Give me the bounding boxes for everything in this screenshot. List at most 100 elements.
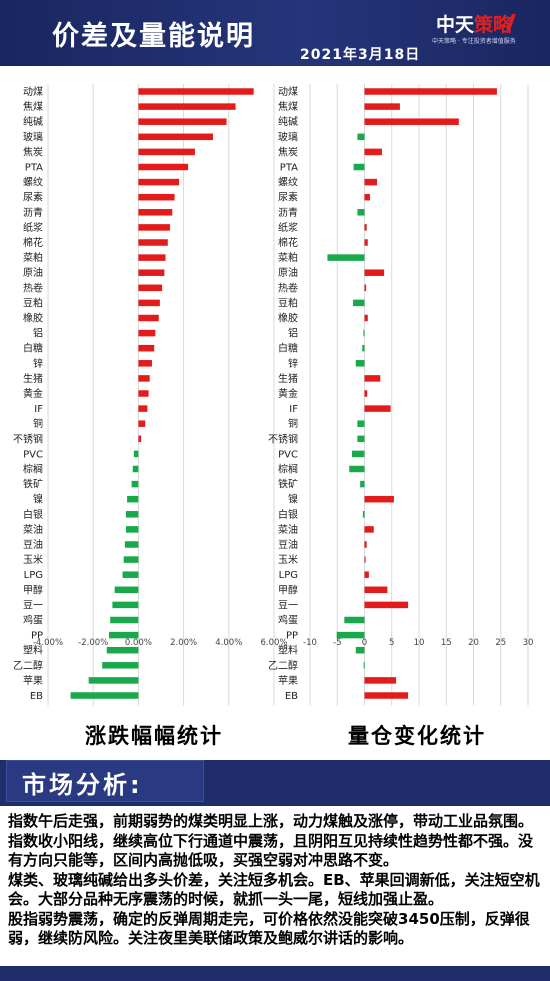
right-x-tick-label: -10 (303, 638, 317, 648)
right-category-label: 镍 (288, 493, 298, 506)
left-bar-LPG (122, 571, 139, 578)
left-bar-chart: -4.00% -2.00% 0.00% 2.00% 4.00% 6.00% 动煤焦煤纯碱玻璃… (13, 84, 288, 706)
right-category-label: 乙二醇 (268, 659, 298, 672)
logo-accent-text: 策略 (474, 14, 513, 36)
left-bar-不锈钢 (138, 435, 142, 443)
right-category-label: 不锈钢 (268, 432, 298, 445)
right-bar-LPG (364, 571, 369, 578)
right-bar-棕榈 (349, 465, 365, 473)
right-category-label: 豆粕 (278, 296, 298, 309)
charts-area: -4.00% -2.00% 0.00% 2.00% 4.00% 6.00% 动煤焦煤纯碱玻璃… (13, 84, 533, 706)
left-bar-PTA (138, 163, 189, 171)
right-category-label: PTA (280, 163, 298, 174)
right-bar-焦煤 (364, 103, 400, 110)
right-bar-PTA (353, 163, 365, 171)
right-bar-甲醇 (364, 586, 388, 594)
right-bar-塑料 (355, 646, 365, 654)
analysis-paragraph-1: 指数午后走强，前期弱势的煤类明显上涨，动力煤触及涨停，带动工业品氛围。指数收小阳… (8, 812, 534, 869)
right-category-label: 白银 (278, 508, 298, 521)
left-category-label: 原油 (23, 266, 43, 279)
left-category-label: PVC (23, 449, 43, 460)
right-bar-PVC (351, 450, 365, 458)
right-bar-橡胶 (364, 314, 368, 322)
right-bar-原油 (364, 269, 385, 276)
right-category-label: LPG (279, 570, 298, 581)
left-category-label: 黄金 (23, 387, 43, 400)
left-bar-沥青 (138, 209, 173, 216)
right-category-label: 豆一 (278, 599, 298, 611)
right-bar-白银 (362, 511, 365, 518)
right-category-label: 焦煤 (278, 100, 298, 113)
left-category-label: 纸浆 (23, 221, 43, 234)
left-bar-纯碱 (138, 118, 227, 125)
analysis-paragraph-2: 煤类、玻璃纯碱给出多头价差，关注短多机会。EB、苹果回调新低，关注短空机会。大部… (8, 870, 540, 909)
left-bar-豆粕 (138, 299, 160, 307)
left-bar-原油 (138, 269, 165, 276)
left-x-tick-label: 0.00% (125, 638, 152, 648)
left-bar-PP (109, 631, 139, 639)
left-bar-甲醇 (114, 586, 139, 594)
left-category-label: 橡胶 (23, 312, 43, 325)
right-bar-白糖 (362, 344, 365, 352)
left-category-label: 尿素 (23, 191, 43, 204)
right-bar-不锈钢 (357, 435, 365, 443)
right-category-label: IF (289, 404, 298, 415)
right-x-tick-label: 10 (414, 638, 425, 648)
right-chart-caption: 量仓变化统计 (348, 724, 486, 748)
right-bar-菜粕 (327, 254, 365, 261)
left-x-tick-label: 6.00% (260, 638, 287, 648)
right-bar-菜油 (364, 526, 374, 533)
right-category-label: 苹果 (278, 674, 298, 687)
right-x-tick-label: 20 (468, 638, 479, 648)
right-x-tick-label: -5 (333, 638, 341, 648)
market-title-box (6, 760, 204, 802)
left-bar-生猪 (138, 375, 150, 382)
right-category-label: 动煤 (278, 85, 298, 98)
header: 价差及量能说明 2021年3月18日 中天策略 中天策略 · 专注投资者增值服务 (0, 0, 550, 66)
logo-subtitle: 中天策略 · 专注投资者增值服务 (432, 38, 516, 45)
left-category-label: 铝 (33, 328, 43, 340)
right-category-label: PP (286, 631, 298, 642)
left-bar-豆油 (124, 541, 139, 548)
right-category-label: 沥青 (278, 206, 298, 219)
right-bar-豆粕 (353, 299, 365, 307)
left-category-label: 铜 (33, 418, 43, 430)
left-category-label: 菜粕 (23, 251, 43, 264)
right-category-label: 铜 (288, 418, 298, 430)
left-category-label: 苹果 (23, 674, 43, 687)
right-category-label: 棕榈 (278, 463, 298, 476)
left-category-label: 镍 (33, 493, 43, 506)
right-category-label: 塑料 (278, 644, 298, 657)
right-category-label: 热卷 (278, 281, 298, 294)
right-category-label: 鸡蛋 (278, 614, 298, 627)
left-category-label: 不锈钢 (13, 432, 43, 445)
right-category-label: EB (285, 691, 298, 702)
right-bar-苹果 (364, 677, 397, 684)
right-category-label: 尿素 (278, 191, 298, 204)
right-category-label: 纯碱 (278, 115, 298, 128)
left-x-tick-label: -4.00% (33, 638, 63, 648)
left-category-label: 白银 (23, 508, 43, 521)
left-x-tick-label: 4.00% (215, 638, 242, 648)
left-bar-棉花 (138, 239, 168, 246)
right-category-label: 铁矿 (278, 478, 298, 491)
left-category-label: 锌 (33, 357, 43, 370)
left-bar-螺纹 (138, 178, 180, 186)
left-category-label: EB (30, 691, 43, 702)
left-bar-焦炭 (138, 148, 195, 156)
right-bar-铝 (363, 329, 365, 337)
left-bar-苹果 (88, 677, 139, 684)
right-bar-棉花 (364, 239, 368, 246)
left-category-label: 鸡蛋 (23, 614, 43, 627)
left-bar-IF (138, 405, 148, 412)
right-category-label: 玉米 (278, 553, 298, 566)
left-category-label: 甲醇 (23, 583, 43, 596)
left-bar-动煤 (138, 88, 254, 95)
header-band (0, 0, 550, 66)
right-category-label: 菜油 (278, 523, 298, 536)
left-category-label: 豆一 (23, 599, 43, 611)
left-bar-焦煤 (138, 103, 236, 110)
left-bar-玉米 (123, 556, 139, 563)
footer-bar (0, 966, 550, 981)
